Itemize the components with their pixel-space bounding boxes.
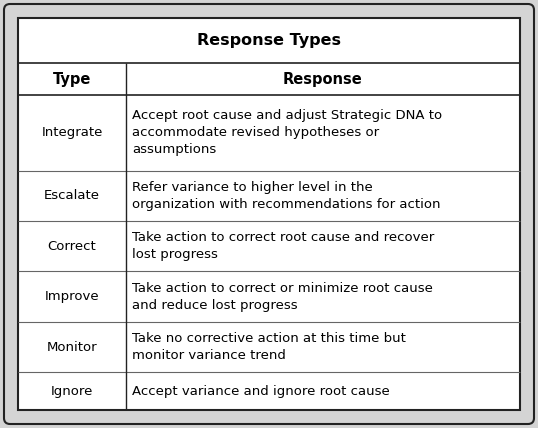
Text: Correct: Correct [47,240,96,253]
Text: Take no corrective action at this time but
monitor variance trend: Take no corrective action at this time b… [132,332,406,362]
FancyBboxPatch shape [18,18,520,410]
Text: Type: Type [53,71,91,86]
FancyBboxPatch shape [4,4,534,424]
Text: Accept root cause and adjust Strategic DNA to
accommodate revised hypotheses or
: Accept root cause and adjust Strategic D… [132,110,442,157]
Text: Take action to correct root cause and recover
lost progress: Take action to correct root cause and re… [132,231,434,262]
Text: Accept variance and ignore root cause: Accept variance and ignore root cause [132,385,390,398]
Text: Response: Response [283,71,363,86]
Text: Response Types: Response Types [197,33,341,48]
Text: Integrate: Integrate [41,127,103,140]
Text: Escalate: Escalate [44,190,100,202]
Text: Ignore: Ignore [51,385,93,398]
Text: Take action to correct or minimize root cause
and reduce lost progress: Take action to correct or minimize root … [132,282,433,312]
Text: Monitor: Monitor [47,341,97,354]
Text: Refer variance to higher level in the
organization with recommendations for acti: Refer variance to higher level in the or… [132,181,441,211]
Text: Improve: Improve [45,290,100,303]
